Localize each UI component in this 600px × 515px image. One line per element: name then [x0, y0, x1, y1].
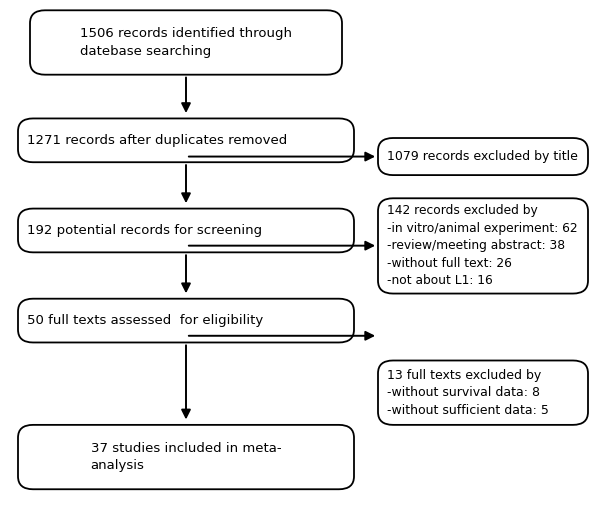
Text: 1271 records after duplicates removed: 1271 records after duplicates removed	[27, 134, 287, 147]
FancyBboxPatch shape	[378, 138, 588, 175]
Text: 37 studies included in meta-
analysis: 37 studies included in meta- analysis	[91, 442, 281, 472]
FancyBboxPatch shape	[18, 118, 354, 162]
FancyBboxPatch shape	[18, 299, 354, 342]
Text: 1506 records identified through
datebase searching: 1506 records identified through datebase…	[80, 27, 292, 58]
Text: 1079 records excluded by title: 1079 records excluded by title	[387, 150, 578, 163]
Text: 192 potential records for screening: 192 potential records for screening	[27, 224, 262, 237]
Text: 142 records excluded by
-in vitro/animal experiment: 62
-review/meeting abstract: 142 records excluded by -in vitro/animal…	[387, 204, 578, 287]
FancyBboxPatch shape	[378, 198, 588, 294]
FancyBboxPatch shape	[378, 360, 588, 425]
FancyBboxPatch shape	[18, 425, 354, 489]
Text: 50 full texts assessed  for eligibility: 50 full texts assessed for eligibility	[27, 314, 263, 327]
FancyBboxPatch shape	[18, 209, 354, 252]
Text: 13 full texts excluded by
-without survival data: 8
-without sufficient data: 5: 13 full texts excluded by -without survi…	[387, 369, 549, 417]
FancyBboxPatch shape	[30, 10, 342, 75]
